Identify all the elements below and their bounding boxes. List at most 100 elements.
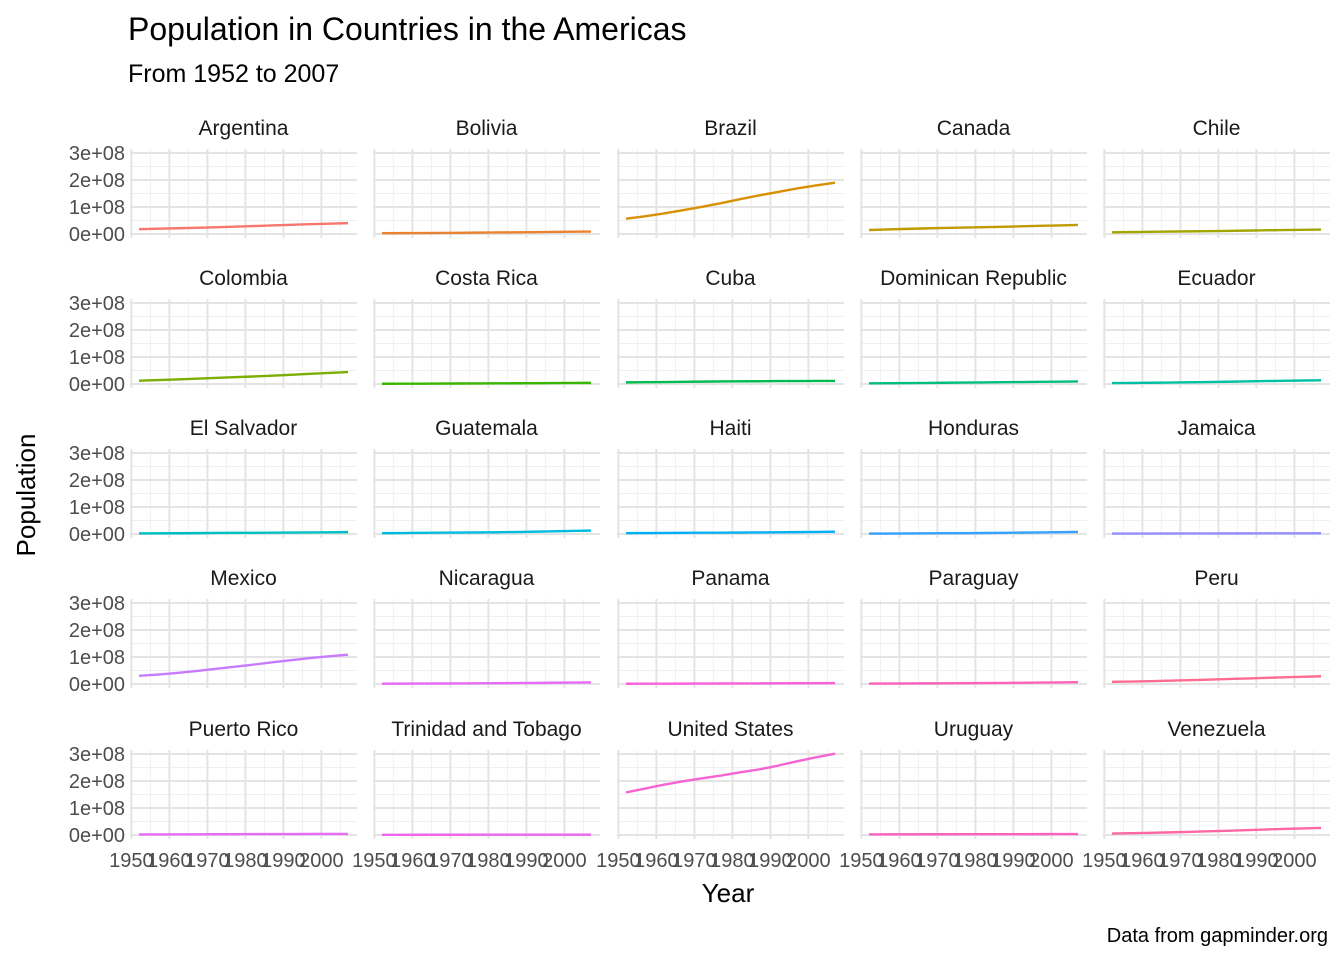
facet-panel-honduras: Honduras [860, 417, 1087, 538]
chart-title: Population in Countries in the Americas [128, 11, 687, 47]
series-line-chile [1111, 228, 1322, 234]
y-tick-label: 0e+00 [69, 524, 125, 546]
facet-label: Bolivia [456, 117, 518, 140]
series-line-guatemala [381, 529, 592, 535]
y-axis-title: Population [11, 434, 41, 557]
series-line-peru [1111, 675, 1322, 684]
facet-panel-ecuador: Ecuador [1103, 267, 1330, 388]
y-tick-label: 0e+00 [69, 224, 125, 246]
y-tick-label: 1e+08 [69, 497, 125, 519]
x-tick-label: 1980 [223, 850, 268, 872]
facet-label: Panama [691, 567, 770, 590]
x-tick-label: 2000 [299, 850, 344, 872]
y-tick-label: 1e+08 [69, 798, 125, 820]
facet-label: Chile [1193, 117, 1241, 140]
facet-label: Haiti [709, 417, 751, 440]
x-tick-label: 1970 [672, 850, 717, 872]
series-line-haiti [625, 530, 836, 535]
facet-label: El Salvador [190, 417, 297, 440]
x-tick-label: 1990 [1234, 850, 1279, 872]
facet-label: Argentina [199, 117, 289, 140]
x-tick-label: 1960 [634, 850, 679, 872]
y-tick-label: 1e+08 [69, 647, 125, 669]
facet-panel-chile: Chile [1103, 117, 1330, 238]
facet-label: Honduras [928, 417, 1019, 440]
series-line-venezuela [1111, 826, 1322, 835]
series-line-costa-rica [381, 381, 592, 385]
facet-panel-paraguay: Paraguay [860, 567, 1087, 688]
facet-panel-canada: Canada [860, 117, 1087, 238]
facet-panel-guatemala: Guatemala [373, 417, 600, 538]
facet-label: Paraguay [929, 567, 1019, 590]
y-tick-label: 1e+08 [69, 197, 125, 219]
facet-panel-brazil: Brazil [617, 117, 844, 238]
series-line-canada [868, 223, 1079, 232]
series-line-argentina [138, 221, 349, 231]
facet-panel-argentina: Argentina 0e+00 1e+08 2e+08 3e+08 [69, 117, 357, 246]
y-tick-label: 2e+08 [69, 771, 125, 793]
x-tick-label: 1950 [839, 850, 884, 872]
series-line-ecuador [1111, 379, 1322, 385]
facet-label: Venezuela [1167, 718, 1265, 741]
y-tick-label: 2e+08 [69, 170, 125, 192]
facet-panel-jamaica: Jamaica [1103, 417, 1330, 538]
facet-label: Guatemala [435, 417, 538, 440]
facet-label: Dominican Republic [880, 267, 1067, 290]
x-tick-label: 1970 [1158, 850, 1203, 872]
facet-label: Ecuador [1177, 267, 1255, 290]
x-tick-label: 1980 [953, 850, 998, 872]
x-tick-label: 1960 [390, 850, 435, 872]
facet-panel-bolivia: Bolivia [373, 117, 600, 238]
x-tick-label: 1960 [1120, 850, 1165, 872]
series-line-panama [625, 681, 836, 685]
x-tick-label: 2000 [1272, 850, 1317, 872]
facet-label: Colombia [199, 267, 288, 290]
x-tick-label: 1990 [748, 850, 793, 872]
y-tick-label: 3e+08 [69, 593, 125, 615]
y-tick-label: 2e+08 [69, 470, 125, 492]
series-line-dominican-republic [868, 380, 1079, 385]
y-tick-label: 2e+08 [69, 620, 125, 642]
facet-panel-costa-rica: Costa Rica [373, 267, 600, 388]
facet-label: Nicaragua [439, 567, 535, 590]
series-line-nicaragua [381, 681, 592, 685]
x-tick-label: 1950 [109, 850, 154, 872]
y-tick-label: 3e+08 [69, 443, 125, 465]
facet-label: Trinidad and Tobago [391, 718, 581, 741]
y-tick-label: 3e+08 [69, 744, 125, 766]
x-tick-label: 1970 [428, 850, 473, 872]
x-tick-label: 2000 [542, 850, 587, 872]
x-tick-label: 1980 [1196, 850, 1241, 872]
x-tick-label: 1990 [991, 850, 1036, 872]
x-tick-label: 1970 [185, 850, 230, 872]
x-tick-label: 1960 [147, 850, 192, 872]
facet-panel-el-salvador: El Salvador 0e+00 1e+08 2e+08 3e+08 [69, 417, 357, 546]
facet-label: United States [667, 718, 793, 741]
facet-label: Costa Rica [435, 267, 538, 290]
facet-panel-peru: Peru [1103, 567, 1330, 688]
facet-panel-trinidad-and-tobago: Trinidad and Tobago 195019601970198019902… [352, 718, 600, 872]
facet-label: Uruguay [934, 718, 1014, 741]
facet-panel-puerto-rico: Puerto Rico0e+001e+082e+083e+08195019601… [69, 718, 357, 872]
y-tick-label: 3e+08 [69, 143, 125, 165]
facet-label: Peru [1194, 567, 1238, 590]
facet-panel-cuba: Cuba [617, 267, 844, 388]
facet-panel-panama: Panama [617, 567, 844, 688]
facet-panels: Argentina 0e+00 1e+08 2e+08 3e+08 Bolivia Braz… [69, 117, 1330, 872]
y-tick-label: 0e+00 [69, 825, 125, 847]
series-line-cuba [625, 379, 836, 384]
series-line-bolivia [381, 230, 592, 235]
x-tick-label: 1980 [466, 850, 511, 872]
y-tick-label: 1e+08 [69, 347, 125, 369]
x-tick-label: 1950 [596, 850, 641, 872]
series-line-colombia [138, 370, 349, 382]
facet-panel-mexico: Mexico 0e+00 1e+08 2e+08 3e+08 [69, 567, 357, 696]
series-line-brazil [625, 181, 836, 220]
chart-subtitle: From 1952 to 2007 [128, 60, 339, 88]
facet-label: Brazil [704, 117, 757, 140]
y-tick-label: 0e+00 [69, 674, 125, 696]
x-tick-label: 1950 [352, 850, 397, 872]
